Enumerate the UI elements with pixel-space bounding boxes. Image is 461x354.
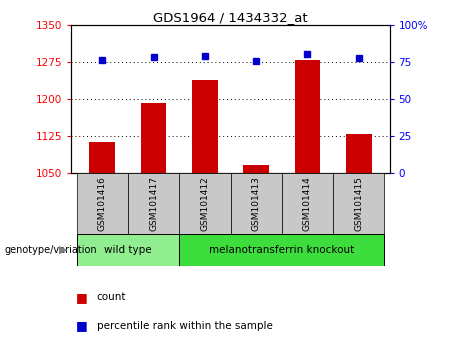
Text: GSM101414: GSM101414 bbox=[303, 176, 312, 231]
Text: GSM101416: GSM101416 bbox=[98, 176, 107, 231]
Text: ■: ■ bbox=[76, 291, 88, 304]
Text: GSM101413: GSM101413 bbox=[252, 176, 260, 231]
Bar bbox=[89, 142, 115, 173]
Text: GSM101412: GSM101412 bbox=[201, 176, 209, 231]
Text: GSM101417: GSM101417 bbox=[149, 176, 158, 231]
Bar bbox=[141, 103, 166, 173]
Title: GDS1964 / 1434332_at: GDS1964 / 1434332_at bbox=[153, 11, 308, 24]
Text: ▶: ▶ bbox=[59, 245, 68, 255]
Bar bbox=[333, 173, 384, 234]
Bar bbox=[192, 80, 218, 173]
Text: ■: ■ bbox=[76, 319, 88, 332]
Bar bbox=[179, 234, 384, 266]
Text: percentile rank within the sample: percentile rank within the sample bbox=[97, 321, 273, 331]
Bar bbox=[346, 134, 372, 173]
Text: wild type: wild type bbox=[104, 245, 152, 255]
Bar bbox=[230, 173, 282, 234]
Bar bbox=[77, 234, 179, 266]
Text: melanotransferrin knockout: melanotransferrin knockout bbox=[209, 245, 355, 255]
Bar bbox=[282, 173, 333, 234]
Bar bbox=[179, 173, 230, 234]
Text: count: count bbox=[97, 292, 126, 302]
Text: GSM101415: GSM101415 bbox=[354, 176, 363, 231]
Bar bbox=[295, 61, 320, 173]
Bar bbox=[243, 165, 269, 173]
Bar bbox=[128, 173, 179, 234]
Text: genotype/variation: genotype/variation bbox=[5, 245, 97, 255]
Bar bbox=[77, 173, 128, 234]
